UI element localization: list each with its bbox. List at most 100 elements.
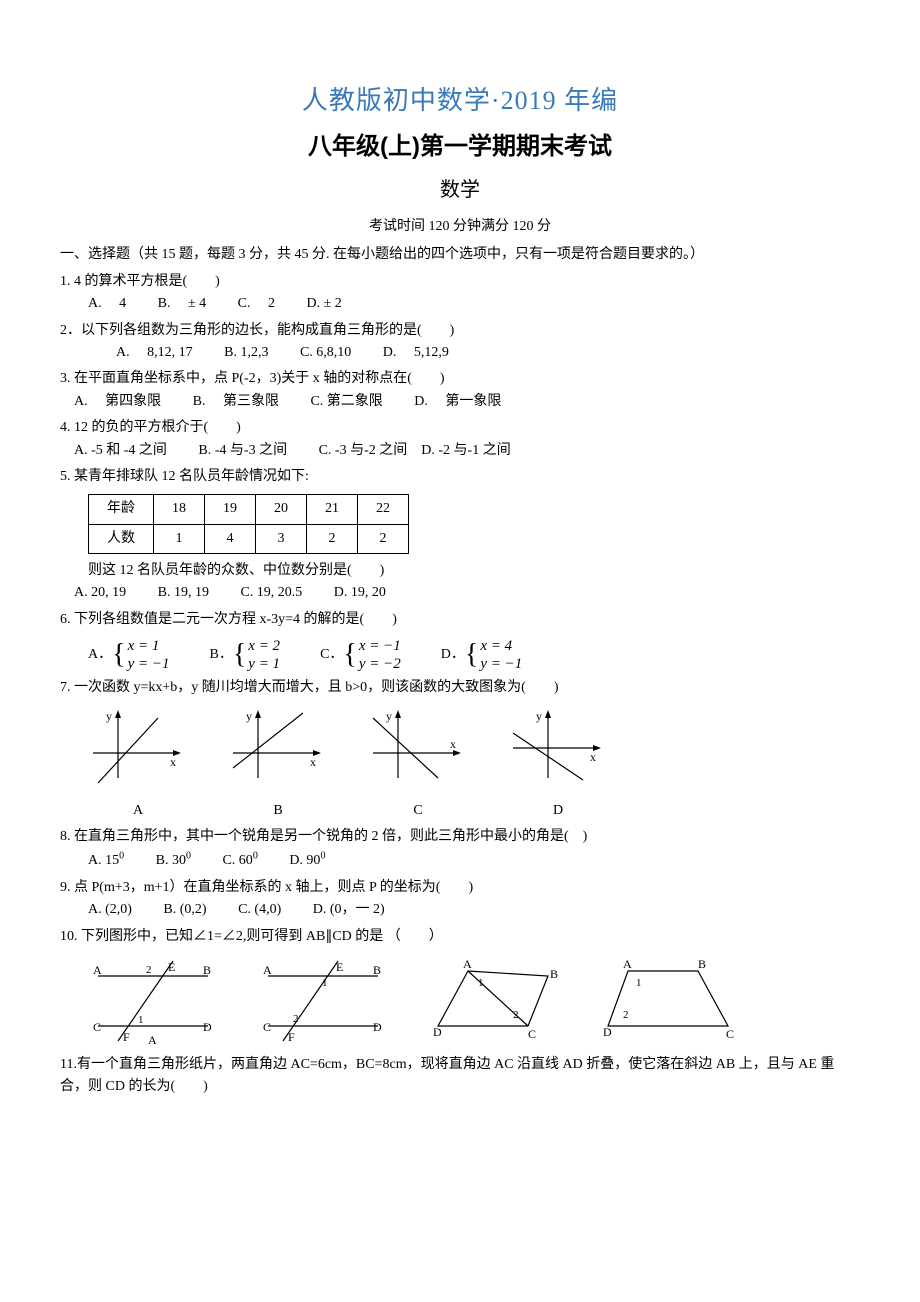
q10-figures: A B C D E F 2 1 A A B C D E F 1 2 A B C …	[60, 956, 860, 1046]
q8-optD: D. 900	[289, 853, 325, 868]
svg-text:A: A	[148, 1033, 157, 1047]
section1-intro: 一、选择题（共 15 题，每题 3 分，共 45 分. 在每小题给出的四个选项中…	[60, 244, 860, 266]
q6-optA-label: A．	[88, 644, 112, 666]
q8-options: A. 150 B. 300 C. 600 D. 900	[60, 849, 860, 873]
svg-text:B: B	[203, 963, 211, 977]
brace-icon: {	[465, 641, 478, 669]
q10-figA: A B C D E F 2 1 A	[88, 956, 228, 1046]
svg-text:B: B	[698, 957, 706, 971]
svg-text:1: 1	[636, 977, 642, 989]
q7-graphA: y x	[88, 708, 188, 796]
q5-td: 1	[154, 524, 205, 553]
axis-x-label: x	[170, 755, 176, 769]
q5-td: 3	[256, 524, 307, 553]
q6-optD: D． { x = 4 y = −1	[441, 637, 522, 673]
q6-optC-label: C．	[320, 644, 343, 666]
q6-optA-l1: x = 1	[128, 637, 170, 655]
axis-x-label: x	[590, 750, 596, 764]
q6-optB: B． { x = 2 y = 1	[209, 637, 280, 673]
q10-stem: 10. 下列图形中，已知∠1=∠2,则可得到 AB∥CD 的是 （ ）	[60, 926, 860, 948]
svg-text:2: 2	[513, 1009, 519, 1021]
q7-stem: 7. 一次函数 y=kx+b，y 随川均增大而增大，且 b>0，则该函数的大致图…	[60, 677, 860, 699]
q6-optB-l1: x = 2	[248, 637, 280, 655]
svg-text:1: 1	[322, 977, 328, 989]
header-title-grade: 八年级(上)第一学期期末考试	[60, 128, 860, 166]
q6-optC-l2: y = −2	[359, 655, 401, 673]
axis-x-label: x	[310, 755, 316, 769]
svg-text:1: 1	[138, 1014, 144, 1026]
q10-figB: A B C D E F 1 2	[258, 956, 398, 1046]
q1-options: A. 4 B. ± 4 C. 2 D. ± 2	[60, 293, 860, 315]
axis-y-label: y	[106, 709, 112, 723]
svg-text:C: C	[726, 1027, 734, 1041]
header-title-series: 人教版初中数学·2019 年编	[60, 80, 860, 122]
q10-figD: A B C D 1 2	[598, 956, 738, 1046]
q5-td: 20	[256, 495, 307, 524]
axis-y-label: y	[246, 709, 252, 723]
q6-optC-l1: x = −1	[359, 637, 401, 655]
q2-stem: 2．以下列各组数为三角形的边长，能构成直角三角形的是( )	[60, 320, 860, 342]
q6-optA: A． { x = 1 y = −1	[88, 637, 169, 673]
svg-text:1: 1	[478, 977, 484, 989]
svg-text:D: D	[203, 1020, 212, 1034]
q7-graphs: y x y x y x y x	[60, 708, 860, 796]
svg-text:C: C	[528, 1027, 536, 1041]
q6-options: A． { x = 1 y = −1 B． { x = 2 y = 1 C． { …	[60, 637, 860, 673]
q10-figC: A B C D 1 2	[428, 956, 568, 1046]
svg-text:A: A	[463, 957, 472, 971]
q7-labelA: A	[88, 800, 188, 822]
svg-text:C: C	[263, 1020, 271, 1034]
svg-text:2: 2	[623, 1009, 629, 1021]
q3-options: A. 第四象限 B. 第三象限 C. 第二象限 D. 第一象限	[60, 391, 860, 413]
svg-text:B: B	[373, 963, 381, 977]
q6-optD-label: D．	[441, 644, 465, 666]
q3-stem: 3. 在平面直角坐标系中，点 P(-2，3)关于 x 轴的对称点在( )	[60, 368, 860, 390]
svg-text:D: D	[603, 1025, 612, 1039]
q11-stem: 11.有一个直角三角形纸片，两直角边 AC=6cm，BC=8cm，现将直角边 A…	[60, 1054, 860, 1099]
q1-stem: 1. 4 的算术平方根是( )	[60, 271, 860, 293]
q6-stem: 6. 下列各组数值是二元一次方程 x-3y=4 的解的是( )	[60, 609, 860, 631]
q5-stem: 5. 某青年排球队 12 名队员年龄情况如下:	[60, 466, 860, 488]
q5-td: 21	[307, 495, 358, 524]
q7-labels: A B C D	[60, 800, 860, 822]
brace-icon: {	[343, 641, 356, 669]
svg-text:E: E	[336, 960, 343, 974]
axis-y-label: y	[536, 709, 542, 723]
svg-text:E: E	[168, 960, 175, 974]
q7-graphB: y x	[228, 708, 328, 796]
exam-info: 考试时间 120 分钟满分 120 分	[60, 216, 860, 238]
q6-optB-label: B．	[209, 644, 232, 666]
q4-stem: 4. 12 的负的平方根介于( )	[60, 417, 860, 439]
svg-text:F: F	[288, 1030, 295, 1044]
q7-labelC: C	[368, 800, 468, 822]
axis-y-label: y	[386, 709, 392, 723]
svg-text:A: A	[93, 963, 102, 977]
q8-optA: A. 150	[88, 853, 124, 868]
q7-labelD: D	[508, 800, 608, 822]
q5-td: 22	[358, 495, 409, 524]
q5-options: A. 20, 19 B. 19, 19 C. 19, 20.5 D. 19, 2…	[60, 582, 860, 604]
q8-optC: C. 600	[222, 853, 257, 868]
q7-labelB: B	[228, 800, 328, 822]
q4-options: A. -5 和 -4 之间 B. -4 与-3 之间 C. -3 与-2 之间 …	[60, 440, 860, 462]
q9-stem: 9. 点 P(m+3，m+1）在直角坐标系的 x 轴上，则点 P 的坐标为( )	[60, 877, 860, 899]
q5-td: 2	[307, 524, 358, 553]
q5-td: 18	[154, 495, 205, 524]
q2-options: A. 8,12, 17 B. 1,2,3 C. 6,8,10 D. 5,12,9	[60, 342, 860, 364]
q6-optC: C． { x = −1 y = −2	[320, 637, 401, 673]
q9-options: A. (2,0) B. (0,2) C. (4,0) D. (0，一 2)	[60, 899, 860, 921]
svg-text:D: D	[433, 1025, 442, 1039]
q5-th-count: 人数	[89, 524, 154, 553]
svg-text:F: F	[123, 1030, 130, 1044]
q5-td: 4	[205, 524, 256, 553]
q7-graphC: y x	[368, 708, 468, 796]
q5-follow: 则这 12 名队员年龄的众数、中位数分别是( )	[60, 560, 860, 582]
brace-icon: {	[112, 641, 125, 669]
q6-optD-l2: y = −1	[480, 655, 522, 673]
q6-optD-l1: x = 4	[480, 637, 522, 655]
q5-td: 19	[205, 495, 256, 524]
svg-text:2: 2	[146, 964, 152, 976]
q5-table: 年龄 18 19 20 21 22 人数 1 4 3 2 2	[88, 494, 409, 554]
q7-graphD: y x	[508, 708, 608, 796]
svg-text:C: C	[93, 1020, 101, 1034]
